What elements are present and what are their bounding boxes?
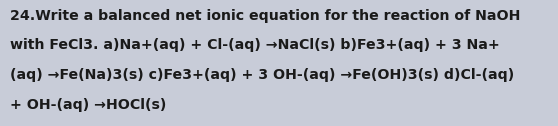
- Text: (aq) →Fe(Na)3(s) c)Fe3+(aq) + 3 OH-(aq) →Fe(OH)3(s) d)Cl-(aq): (aq) →Fe(Na)3(s) c)Fe3+(aq) + 3 OH-(aq) …: [10, 68, 514, 82]
- Text: 24.Write a balanced net ionic equation for the reaction of NaOH: 24.Write a balanced net ionic equation f…: [10, 9, 521, 23]
- Text: with FeCl3. a)Na+(aq) + Cl-(aq) →NaCl(s) b)Fe3+(aq) + 3 Na+: with FeCl3. a)Na+(aq) + Cl-(aq) →NaCl(s)…: [10, 38, 500, 52]
- Text: + OH-(aq) →HOCl(s): + OH-(aq) →HOCl(s): [10, 98, 166, 112]
